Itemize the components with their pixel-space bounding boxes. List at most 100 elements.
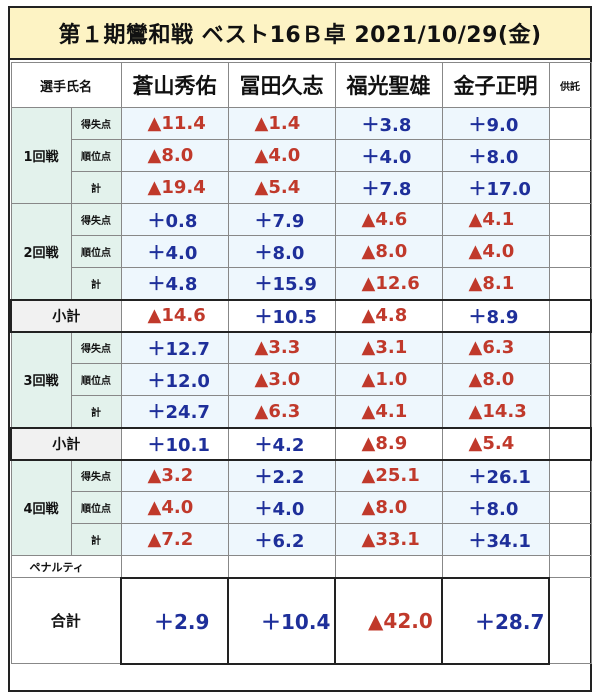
penalty-label: ペナルティ bbox=[10, 555, 122, 578]
score-cell: ▲8.0 bbox=[120, 139, 229, 172]
deposit-cell bbox=[548, 395, 592, 428]
row-type-label: 計 bbox=[70, 267, 122, 300]
player-name-label: 選手氏名 bbox=[10, 62, 122, 108]
table-row: 計 ▲19.4 ▲5.4 ＋7.8 ＋17.0 bbox=[11, 171, 592, 204]
deposit-cell bbox=[548, 235, 592, 268]
row-type-label: 計 bbox=[70, 523, 122, 556]
deposit-cell bbox=[548, 491, 592, 524]
table-row: 順位点 ▲8.0 ▲4.0 ＋4.0 ＋8.0 bbox=[11, 139, 592, 172]
round-label: 4回戦 bbox=[10, 459, 72, 556]
score-cell: ▲3.2 bbox=[120, 459, 229, 492]
score-cell: ▲3.0 bbox=[227, 363, 336, 396]
penalty-cell bbox=[227, 555, 336, 578]
row-type-label: 得失点 bbox=[70, 203, 122, 236]
table-row: 1回戦 得失点 ▲11.4 ▲1.4 ＋3.8 ＋9.0 bbox=[10, 107, 592, 204]
score-cell: ＋12.0 bbox=[120, 363, 229, 396]
subtotal-label: 小計 bbox=[9, 426, 122, 461]
table-row: 計＋24.7 ▲6.3 ▲4.1 ▲14.3 bbox=[11, 395, 592, 428]
deposit-cell bbox=[548, 523, 592, 556]
score-cell: ▲5.4 bbox=[227, 171, 336, 204]
row-type-label: 順位点 bbox=[70, 235, 122, 268]
table-row: 計 ▲7.2 ＋6.2 ▲33.1 ＋34.1 bbox=[11, 523, 592, 556]
score-cell: ＋10.1 bbox=[120, 426, 229, 461]
score-cell: ＋7.9 bbox=[227, 203, 336, 236]
round-label: 1回戦 bbox=[10, 107, 72, 204]
score-cell: ＋4.0 bbox=[334, 139, 443, 172]
score-cell: ＋3.8 bbox=[334, 107, 443, 140]
score-cell: ＋12.7 bbox=[120, 331, 229, 364]
score-cell: ▲4.1 bbox=[334, 395, 443, 428]
deposit-cell bbox=[548, 577, 592, 664]
deposit-cell bbox=[548, 139, 592, 172]
score-cell: ＋8.0 bbox=[441, 491, 550, 524]
score-cell: ▲42.0 bbox=[334, 576, 444, 665]
deposit-cell bbox=[548, 298, 593, 333]
score-cell: ＋24.7 bbox=[120, 395, 229, 428]
row-type-label: 得失点 bbox=[70, 459, 122, 492]
deposit-cell bbox=[548, 426, 593, 461]
subtotal-label: 小計 bbox=[9, 298, 122, 333]
score-cell: ＋6.2 bbox=[227, 523, 336, 556]
score-cell: ▲3.1 bbox=[334, 331, 443, 364]
deposit-label: 供託 bbox=[548, 62, 592, 108]
score-table: 選手氏名 蒼山秀佑 冨田久志 福光聖雄 金子正明 供託 1回戦 得失点 ▲11.4 ▲… bbox=[9, 62, 593, 665]
total-row: 合計 ＋2.9 ＋10.4 ▲42.0 ＋28.7 bbox=[10, 576, 592, 665]
score-cell: ▲4.0 bbox=[441, 235, 550, 268]
score-cell: ▲14.6 bbox=[120, 298, 229, 333]
score-cell: ▲33.1 bbox=[334, 523, 443, 556]
score-cell: ＋9.0 bbox=[441, 107, 550, 140]
penalty-cell bbox=[441, 555, 550, 578]
deposit-cell bbox=[548, 459, 592, 492]
score-cell: ▲3.3 bbox=[227, 331, 336, 364]
score-cell: ▲12.6 bbox=[334, 267, 443, 300]
penalty-cell bbox=[548, 555, 592, 578]
subtotal-row: 小計 ▲14.6 ＋10.5 ▲4.8 ＋8.9 bbox=[9, 298, 593, 333]
round-label: 3回戦 bbox=[10, 331, 72, 428]
score-cell: ＋8.0 bbox=[227, 235, 336, 268]
score-cell: ▲8.1 bbox=[441, 267, 550, 300]
row-type-label: 計 bbox=[70, 171, 122, 204]
row-type-label: 順位点 bbox=[70, 491, 122, 524]
score-cell: ▲8.0 bbox=[334, 235, 443, 268]
score-cell: ＋2.9 bbox=[120, 576, 230, 665]
deposit-cell bbox=[548, 171, 592, 204]
header-row: 選手氏名 蒼山秀佑 冨田久志 福光聖雄 金子正明 供託 bbox=[10, 62, 592, 108]
player-name: 蒼山秀佑 bbox=[120, 62, 229, 108]
score-cell: ＋8.0 bbox=[441, 139, 550, 172]
score-cell: ▲4.0 bbox=[120, 491, 229, 524]
score-cell: ＋17.0 bbox=[441, 171, 550, 204]
table-row: 順位点 ＋12.0 ▲3.0 ▲1.0 ▲8.0 bbox=[11, 363, 592, 396]
score-cell: ▲25.1 bbox=[334, 459, 443, 492]
score-cell: ▲5.4 bbox=[441, 426, 550, 461]
subtotal-row: 小計 ＋10.1 ＋4.2 ▲8.9 ▲5.4 bbox=[9, 426, 593, 461]
penalty-cell bbox=[334, 555, 443, 578]
score-cell: ＋15.9 bbox=[227, 267, 336, 300]
player-name: 冨田久志 bbox=[227, 62, 336, 108]
score-cell: ▲14.3 bbox=[441, 395, 550, 428]
deposit-cell bbox=[548, 363, 592, 396]
table-row: 4回戦 得失点 ▲3.2 ＋2.2 ▲25.1 ＋26.1 bbox=[10, 459, 592, 556]
score-cell: ▲11.4 bbox=[120, 107, 229, 140]
deposit-cell bbox=[548, 267, 592, 300]
score-cell: ▲6.3 bbox=[441, 331, 550, 364]
score-cell: ＋10.5 bbox=[227, 298, 336, 333]
score-cell: ▲19.4 bbox=[120, 171, 229, 204]
score-cell: ▲4.1 bbox=[441, 203, 550, 236]
deposit-cell bbox=[548, 331, 592, 364]
score-cell: ＋4.8 bbox=[120, 267, 229, 300]
score-cell: ▲8.9 bbox=[334, 426, 443, 461]
player-name: 金子正明 bbox=[441, 62, 550, 108]
score-cell: ＋34.1 bbox=[441, 523, 550, 556]
score-cell: ＋10.4 bbox=[227, 576, 337, 665]
table-row: 順位点 ▲4.0 ＋4.0 ▲8.0 ＋8.0 bbox=[11, 491, 592, 524]
table-row: 3回戦 得失点 ＋12.7 ▲3.3 ▲3.1 ▲6.3 bbox=[10, 331, 592, 428]
score-cell: ▲4.8 bbox=[334, 298, 443, 333]
score-cell: ＋4.0 bbox=[227, 491, 336, 524]
player-name: 福光聖雄 bbox=[334, 62, 443, 108]
row-type-label: 順位点 bbox=[70, 139, 122, 172]
score-cell: ▲6.3 bbox=[227, 395, 336, 428]
row-type-label: 得失点 bbox=[70, 107, 122, 140]
total-label: 合計 bbox=[10, 577, 122, 664]
table-row: 2回戦 得失点 ＋0.8 ＋7.9 ▲4.6 ▲4.1 bbox=[10, 203, 592, 300]
row-type-label: 得失点 bbox=[70, 331, 122, 364]
